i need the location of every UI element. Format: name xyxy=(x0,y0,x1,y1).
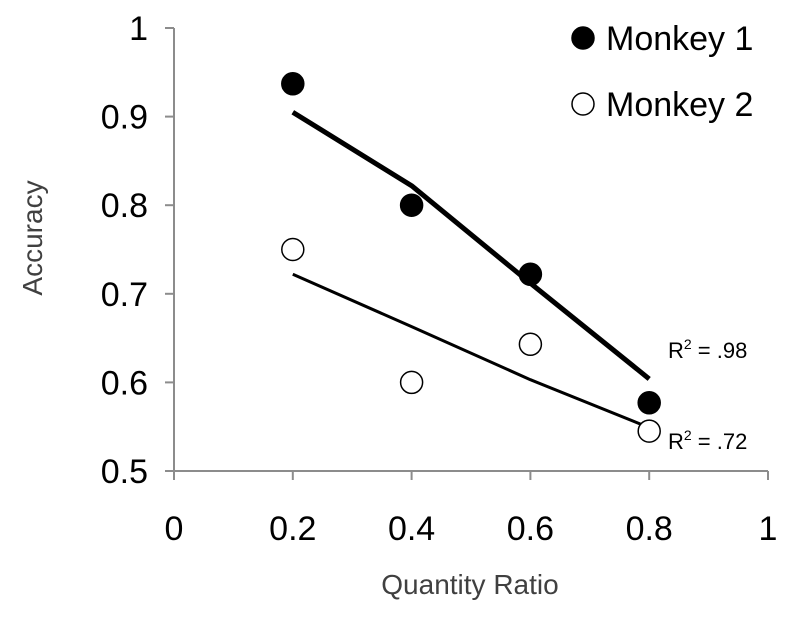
legend-label-series-1: Monkey 1 xyxy=(606,20,753,58)
y-tick-label: 0.5 xyxy=(101,453,148,491)
trend-line-series-2 xyxy=(292,272,650,429)
data-point-series-1 xyxy=(518,262,543,287)
trend-lines xyxy=(291,110,651,429)
x-tick-label: 1 xyxy=(759,510,778,548)
x-tick-label: 0.6 xyxy=(507,510,554,548)
r-squared-label: R2 = .72 xyxy=(668,427,747,454)
data-point-series-2 xyxy=(518,332,543,357)
x-axis-title: Quantity Ratio xyxy=(381,569,558,600)
data-point-series-1 xyxy=(637,391,661,415)
y-tick-label: 0.9 xyxy=(101,99,148,137)
x-tick-labels: 0 0.2 0.4 0.6 0.8 1 xyxy=(165,471,778,548)
y-tick-label: 0.6 xyxy=(101,364,148,402)
axes xyxy=(173,28,768,472)
data-point-series-2 xyxy=(281,237,305,262)
y-tick-label: 0.8 xyxy=(101,187,148,225)
trend-line-series-1 xyxy=(291,110,651,381)
data-point-series-2 xyxy=(637,419,661,443)
data-point-series-2 xyxy=(399,370,424,395)
data-point-series-1 xyxy=(281,72,305,96)
data-point-series-1 xyxy=(399,193,424,217)
y-axis-title: Accuracy xyxy=(17,180,48,295)
x-tick-label: 0.2 xyxy=(269,510,316,548)
x-tick-label: 0 xyxy=(165,510,184,548)
legend: Monkey 1 Monkey 2 xyxy=(571,20,753,124)
legend-marker-series-1 xyxy=(571,26,595,50)
y-tick-label: 1 xyxy=(129,10,148,48)
data-points xyxy=(281,72,661,443)
y-tick-labels: 0.5 0.6 0.7 0.8 0.9 1 xyxy=(101,10,174,491)
x-tick-label: 0.8 xyxy=(626,510,673,548)
legend-marker-series-2 xyxy=(571,92,595,116)
x-tick-label: 0.4 xyxy=(388,510,435,548)
r-squared-label: R2 = .98 xyxy=(668,336,747,363)
legend-label-series-2: Monkey 2 xyxy=(606,86,753,124)
y-tick-label: 0.7 xyxy=(101,276,148,314)
r-squared-annotations: R2 = .98 R2 = .72 xyxy=(668,336,747,454)
